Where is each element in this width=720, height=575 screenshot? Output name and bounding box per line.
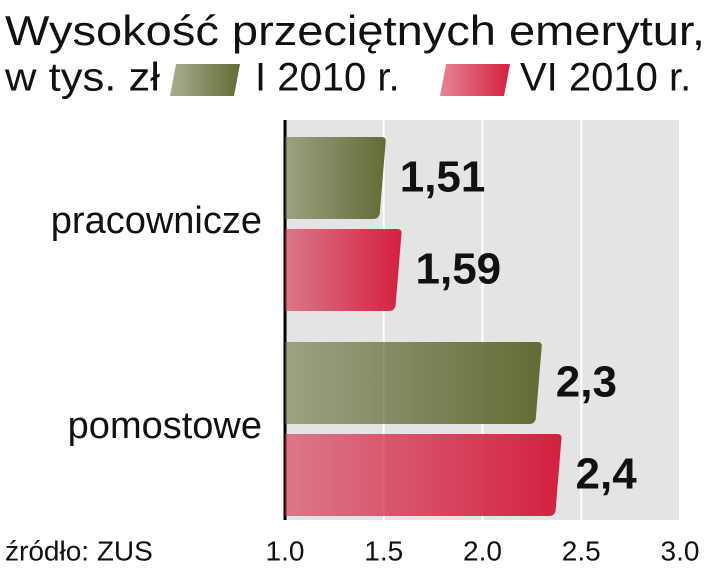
chart-title: Wysokość przeciętnych emerytur, [5,7,705,54]
bar [285,229,402,311]
value-label: 2,4 [576,450,638,499]
x-tick-label: 2.0 [463,535,502,566]
bar [285,137,386,219]
bar [285,342,542,424]
source-note: źródło: ZUS [5,535,153,566]
value-label: 1,59 [416,245,502,294]
legend-label: VI 2010 r. [520,56,691,100]
value-label: 2,3 [556,358,617,407]
category-label: pomostowe [68,405,262,447]
legend-swatch [170,64,240,96]
x-tick-label: 1.5 [364,535,403,566]
chart-subtitle: w tys. zł [4,56,160,100]
category-label: pracownicze [51,200,262,242]
x-tick-label: 2.5 [562,535,601,566]
value-label: 1,51 [400,153,486,202]
legend-label: I 2010 r. [255,56,400,100]
legend-swatch [440,64,510,96]
bar [285,434,562,516]
x-tick-label: 1.0 [266,535,305,566]
x-tick-label: 3.0 [661,535,700,566]
